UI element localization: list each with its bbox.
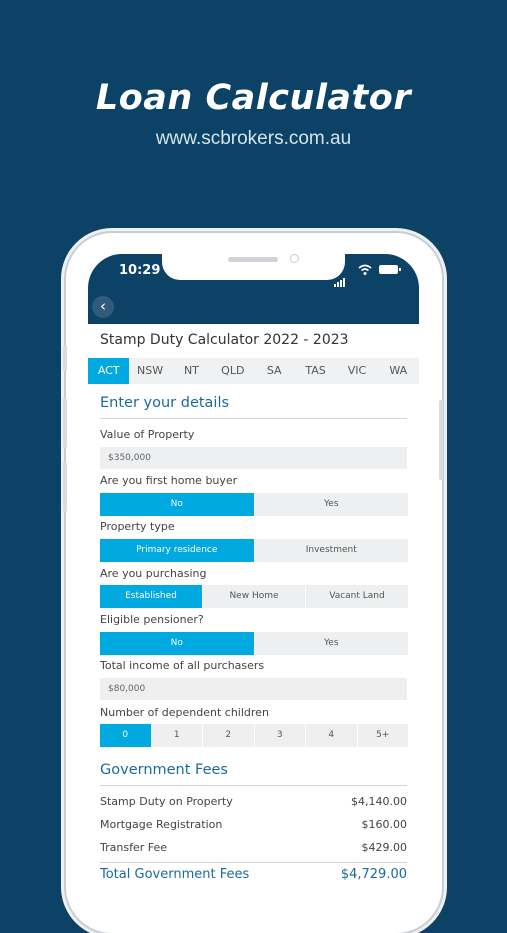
property-type-label: Property type: [100, 520, 175, 533]
purchasing-label: Are you purchasing: [100, 567, 207, 580]
children-selector: 0 1 2 3 4 5+: [100, 724, 408, 747]
tab-tas[interactable]: TAS: [305, 364, 326, 377]
purchasing-established[interactable]: Established: [100, 585, 202, 608]
phone-volume-down: [63, 462, 67, 512]
page-title: Stamp Duty Calculator 2022 - 2023: [100, 332, 349, 348]
purchasing-new-home[interactable]: New Home: [203, 585, 305, 608]
phone-volume-up: [63, 398, 67, 448]
battery-icon: [379, 265, 401, 274]
divider: [100, 418, 407, 419]
total-fees-label: Total Government Fees: [100, 867, 250, 882]
camera: [290, 254, 299, 263]
state-tabs: ACT NSW NT QLD SA TAS VIC WA: [88, 358, 419, 384]
fee-value: $160.00: [361, 818, 408, 831]
property-type-investment[interactable]: Investment: [254, 539, 408, 562]
divider: [100, 862, 407, 863]
children-0[interactable]: 0: [100, 724, 151, 747]
fee-value: $429.00: [361, 841, 408, 854]
children-5-plus[interactable]: 5+: [357, 724, 408, 747]
pensioner-toggle: No Yes: [100, 632, 408, 655]
divider: [100, 785, 407, 786]
status-bar: 10:29 ‹: [88, 254, 419, 324]
first-home-label: Are you first home buyer: [100, 474, 238, 487]
fee-row: Transfer Fee $429.00: [100, 841, 407, 854]
phone-side-button: [63, 345, 67, 371]
first-home-yes[interactable]: Yes: [254, 493, 408, 516]
notch: [162, 254, 345, 280]
fee-value: $4,140.00: [351, 795, 407, 808]
phone-power-button: [439, 400, 443, 480]
property-value-input[interactable]: $350,000: [100, 447, 407, 469]
total-fees-value: $4,729.00: [340, 867, 407, 882]
fee-row: Stamp Duty on Property $4,140.00: [100, 795, 407, 808]
income-input[interactable]: $80,000: [100, 678, 407, 700]
income-label: Total income of all purchasers: [100, 659, 265, 672]
details-heading: Enter your details: [100, 395, 230, 411]
total-fees-row: Total Government Fees $4,729.00: [100, 867, 407, 882]
property-value-label: Value of Property: [100, 428, 195, 441]
fee-label: Transfer Fee: [100, 841, 167, 854]
pensioner-yes[interactable]: Yes: [254, 632, 408, 655]
fee-label: Mortgage Registration: [100, 818, 223, 831]
children-3[interactable]: 3: [254, 724, 305, 747]
property-type-primary[interactable]: Primary residence: [100, 539, 254, 562]
children-4[interactable]: 4: [306, 724, 357, 747]
children-label: Number of dependent children: [100, 706, 269, 719]
first-home-no[interactable]: No: [100, 493, 254, 516]
property-type-toggle: Primary residence Investment: [100, 539, 408, 562]
children-1[interactable]: 1: [151, 724, 202, 747]
purchasing-toggle: Established New Home Vacant Land: [100, 585, 408, 608]
pensioner-no[interactable]: No: [100, 632, 254, 655]
first-home-toggle: No Yes: [100, 493, 408, 516]
tab-sa[interactable]: SA: [266, 364, 282, 377]
fee-row: Mortgage Registration $160.00: [100, 818, 407, 831]
status-time: 10:29: [119, 263, 161, 278]
purchasing-vacant-land[interactable]: Vacant Land: [306, 585, 408, 608]
fee-label: Stamp Duty on Property: [100, 795, 233, 808]
tab-wa[interactable]: WA: [389, 364, 408, 377]
children-2[interactable]: 2: [203, 724, 254, 747]
fees-heading: Government Fees: [100, 762, 228, 778]
back-button[interactable]: ‹: [92, 296, 114, 318]
app-screen: 10:29 ‹ Stamp Duty Calculator 2022 - 202…: [88, 254, 419, 914]
promo-url: www.scbrokers.com.au: [155, 128, 352, 149]
wifi-icon: [358, 264, 372, 275]
tab-vic[interactable]: VIC: [347, 364, 367, 377]
pensioner-label: Eligible pensioner?: [100, 613, 204, 626]
signal-icon: [334, 268, 346, 287]
tab-nt[interactable]: NT: [183, 364, 199, 377]
tab-nsw[interactable]: NSW: [137, 364, 164, 377]
tab-act[interactable]: ACT: [88, 358, 130, 384]
tab-qld[interactable]: QLD: [221, 364, 245, 377]
promo-title: Loan Calculator: [95, 78, 412, 118]
speaker: [228, 257, 278, 262]
